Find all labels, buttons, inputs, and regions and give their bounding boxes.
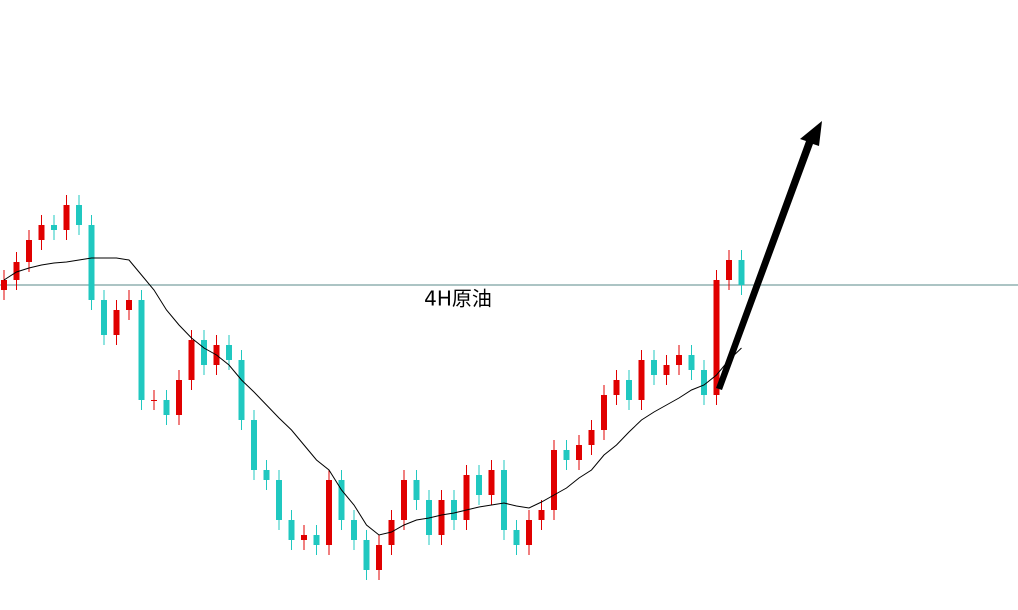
candle-body (651, 360, 657, 375)
candle-body (638, 360, 645, 400)
candle-body (476, 475, 482, 495)
candle-body (226, 345, 232, 360)
candle-body (713, 280, 720, 395)
candle-body (176, 380, 182, 415)
candle-body (113, 310, 120, 335)
candle-body (363, 540, 370, 570)
candle-body (38, 225, 45, 240)
candle-body (201, 340, 207, 365)
candle-body (13, 262, 20, 280)
candle-body (138, 300, 145, 400)
candle-body (701, 370, 707, 395)
candle-body (626, 380, 632, 400)
candle-body (738, 260, 745, 285)
candle-body (326, 480, 332, 545)
candle-body (526, 520, 532, 545)
candle-body (688, 355, 695, 370)
candle-body (538, 510, 545, 520)
candle-body (488, 470, 495, 495)
candle-body (51, 225, 57, 230)
candle-body (63, 205, 70, 230)
candle-body (588, 430, 595, 445)
candle-body (438, 500, 445, 535)
candle-body (663, 365, 670, 375)
candle-body (1, 280, 7, 290)
candle-body (251, 420, 257, 470)
moving-average (3, 257, 742, 536)
candle-body (576, 445, 582, 460)
candle-body (413, 480, 420, 500)
candle-body (101, 300, 107, 335)
candle-body (351, 520, 357, 540)
candle-body (551, 450, 557, 510)
chart-title: 4H原油 (424, 287, 492, 311)
candle-body (301, 535, 307, 540)
candle-body (151, 400, 157, 401)
candle-body (501, 470, 507, 530)
candle-body (676, 355, 682, 365)
candle-body (288, 520, 295, 540)
candle-body (163, 400, 170, 415)
candle-body (726, 260, 732, 280)
candle-body (26, 240, 32, 262)
candle-body (263, 470, 270, 480)
candle-body (601, 395, 607, 430)
candle-body (463, 475, 470, 520)
candle-body (188, 340, 195, 380)
candle-body (513, 530, 520, 545)
candle-body (126, 300, 132, 310)
candle-body (338, 480, 345, 520)
candle-body (563, 450, 570, 460)
candle-body (401, 480, 407, 520)
candle-body (313, 535, 320, 545)
candle-body (238, 360, 245, 420)
candle-body (376, 545, 382, 570)
candle-body (451, 500, 457, 520)
candle-body (276, 480, 282, 520)
candle-body (613, 380, 620, 395)
candle-body (88, 225, 95, 300)
candle-body (76, 205, 82, 225)
trend-arrow (716, 121, 822, 390)
